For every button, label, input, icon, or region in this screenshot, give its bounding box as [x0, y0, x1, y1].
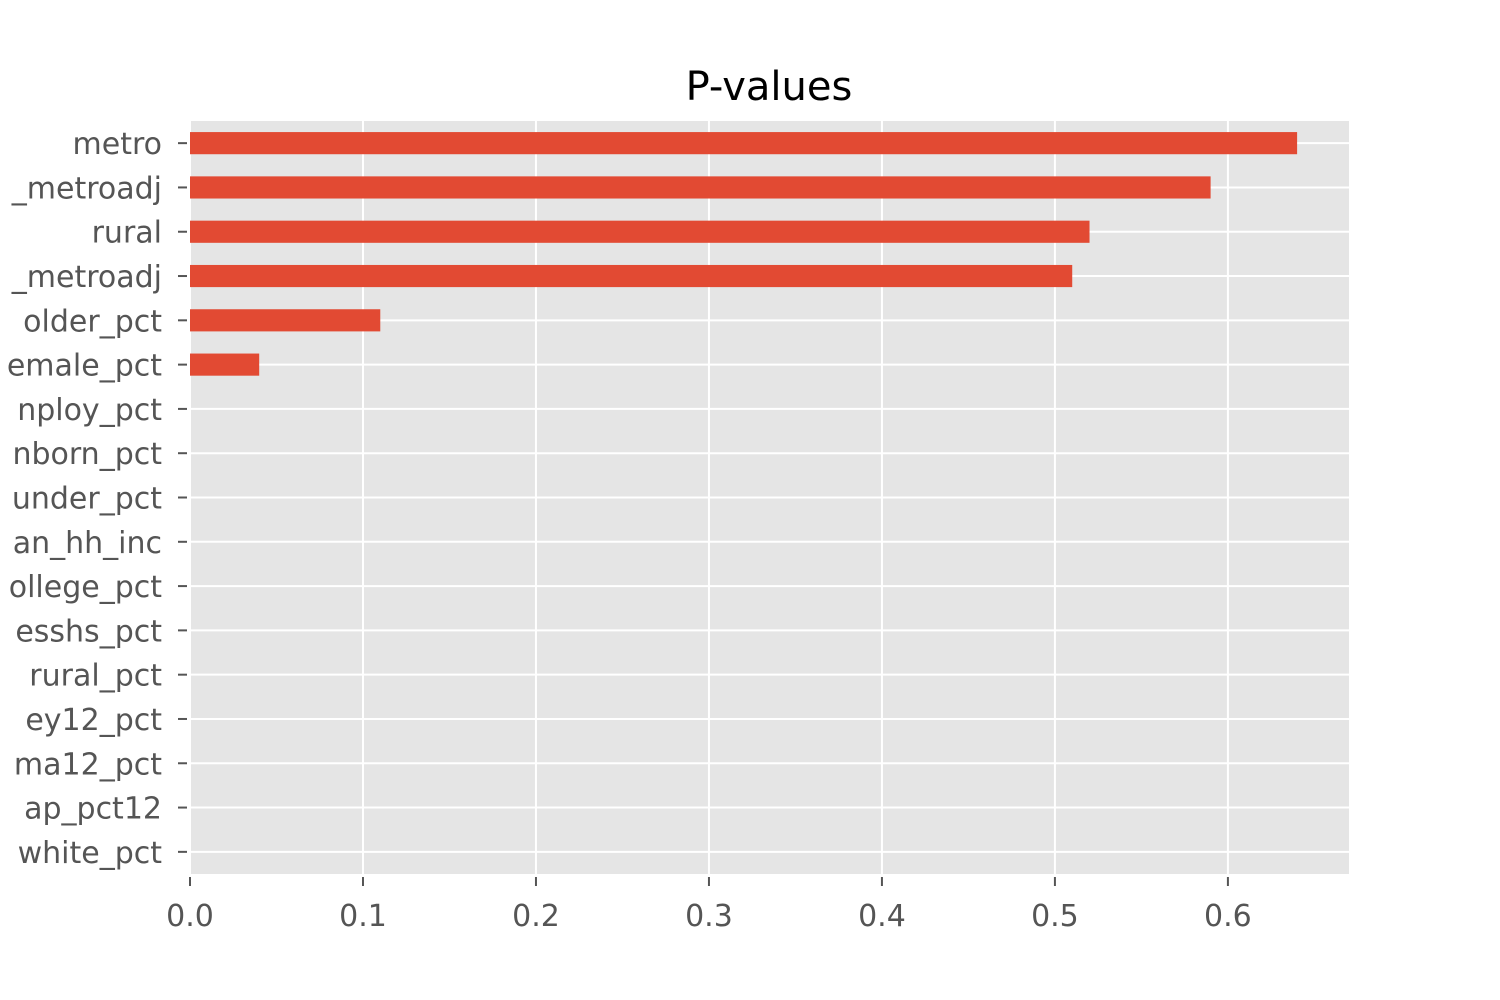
y-tick-label: nborn_pct: [12, 437, 162, 472]
y-tick-label: older_pct: [23, 304, 162, 339]
y-tick-label: nploy_pct: [17, 393, 162, 428]
x-tick-label: 0.3: [685, 899, 733, 934]
chart-title: P-values: [686, 64, 853, 110]
x-tick-label: 0.6: [1204, 899, 1252, 934]
x-tick-label: 0.4: [858, 899, 906, 934]
bar: [190, 176, 1211, 199]
bar: [190, 264, 1073, 288]
y-tick-label: white_pct: [18, 836, 163, 871]
x-tick-label: 0.0: [166, 899, 214, 934]
y-axis: metro_metroadjrural_metroadjolder_pctema…: [7, 127, 187, 871]
y-tick-label: _metroadj: [11, 260, 162, 295]
x-axis: 0.0 0.1 0.2 0.3 0.4 0.5 0.6: [166, 877, 1252, 934]
y-tick-label: under_pct: [12, 482, 162, 517]
y-tick-label: ollege_pct: [9, 570, 163, 605]
y-tick-label: an_hh_inc: [13, 526, 162, 561]
bars: [190, 132, 1298, 376]
y-tick-label: emale_pct: [7, 349, 162, 384]
x-tick-label: 0.2: [512, 899, 560, 934]
y-tick-label: rural_pct: [29, 659, 162, 694]
bar: [190, 353, 260, 376]
y-tick-label: ey12_pct: [25, 703, 162, 738]
y-tick-label: ap_pct12: [24, 792, 162, 827]
y-tick-label: rural: [92, 216, 162, 251]
bar: [190, 132, 1298, 155]
bar: [190, 220, 1090, 243]
x-tick-label: 0.1: [339, 899, 387, 934]
bar: [190, 309, 381, 332]
x-tick-label: 0.5: [1031, 899, 1079, 934]
y-tick-label: ma12_pct: [14, 747, 162, 782]
y-tick-label: metro: [73, 127, 162, 162]
y-tick-label: esshs_pct: [15, 614, 162, 649]
y-tick-label: _metroadj: [11, 171, 162, 206]
